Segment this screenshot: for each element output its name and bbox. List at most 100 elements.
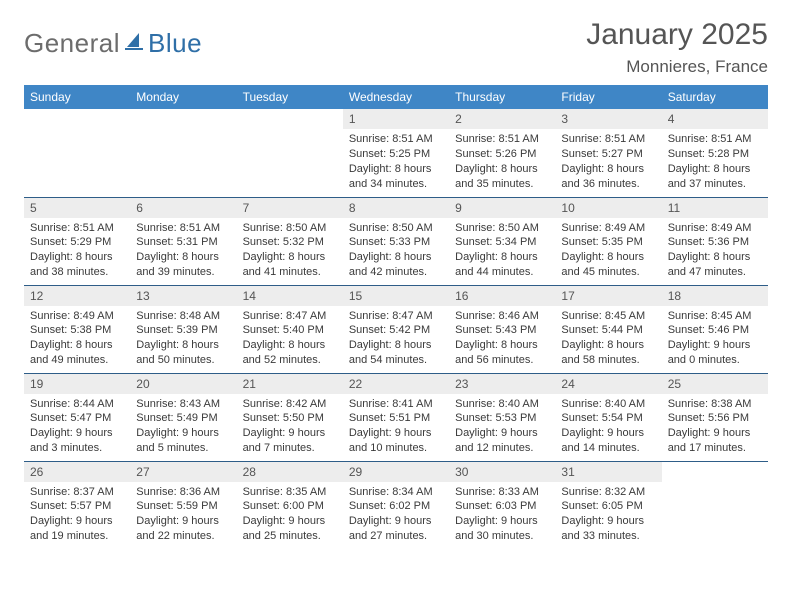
calendar-week-row: 26Sunrise: 8:37 AMSunset: 5:57 PMDayligh… [24,461,768,549]
sunset-line: Sunset: 5:40 PM [243,323,337,338]
daylight-line-2: and 39 minutes. [136,265,230,280]
daylight-line-2: and 7 minutes. [243,441,337,456]
daylight-line-1: Daylight: 8 hours [136,250,230,265]
day-content: Sunrise: 8:33 AMSunset: 6:03 PMDaylight:… [449,482,555,548]
daylight-line-2: and 22 minutes. [136,529,230,544]
calendar-header-row: SundayMondayTuesdayWednesdayThursdayFrid… [24,85,768,109]
calendar-day-cell: 2Sunrise: 8:51 AMSunset: 5:26 PMDaylight… [449,109,555,197]
calendar-day-cell [24,109,130,197]
daylight-line-1: Daylight: 9 hours [668,426,762,441]
weekday-header: Wednesday [343,85,449,109]
sunrise-line: Sunrise: 8:33 AM [455,485,549,500]
calendar-day-cell: 22Sunrise: 8:41 AMSunset: 5:51 PMDayligh… [343,373,449,461]
sunrise-line: Sunrise: 8:47 AM [349,309,443,324]
sunrise-line: Sunrise: 8:46 AM [455,309,549,324]
sunset-line: Sunset: 5:53 PM [455,411,549,426]
calendar-day-cell: 31Sunrise: 8:32 AMSunset: 6:05 PMDayligh… [555,461,661,549]
daylight-line-1: Daylight: 8 hours [349,162,443,177]
sunrise-line: Sunrise: 8:45 AM [561,309,655,324]
daylight-line-2: and 35 minutes. [455,177,549,192]
day-content: Sunrise: 8:45 AMSunset: 5:44 PMDaylight:… [555,306,661,372]
daylight-line-1: Daylight: 9 hours [243,514,337,529]
daylight-line-1: Daylight: 8 hours [455,162,549,177]
sunrise-line: Sunrise: 8:50 AM [455,221,549,236]
sunrise-line: Sunrise: 8:50 AM [243,221,337,236]
day-content: Sunrise: 8:50 AMSunset: 5:32 PMDaylight:… [237,218,343,284]
day-content: Sunrise: 8:36 AMSunset: 5:59 PMDaylight:… [130,482,236,548]
weekday-header: Tuesday [237,85,343,109]
sunrise-line: Sunrise: 8:37 AM [30,485,124,500]
daylight-line-1: Daylight: 8 hours [668,250,762,265]
daylight-line-1: Daylight: 8 hours [561,250,655,265]
sunset-line: Sunset: 5:29 PM [30,235,124,250]
sunrise-line: Sunrise: 8:44 AM [30,397,124,412]
day-number: 20 [130,374,236,394]
daylight-line-1: Daylight: 8 hours [455,250,549,265]
daylight-line-2: and 0 minutes. [668,353,762,368]
sunrise-line: Sunrise: 8:51 AM [30,221,124,236]
day-content: Sunrise: 8:51 AMSunset: 5:26 PMDaylight:… [449,129,555,195]
day-number: 14 [237,286,343,306]
sunrise-line: Sunrise: 8:40 AM [455,397,549,412]
weekday-header: Friday [555,85,661,109]
day-number: 30 [449,462,555,482]
day-content: Sunrise: 8:51 AMSunset: 5:29 PMDaylight:… [24,218,130,284]
sunrise-line: Sunrise: 8:51 AM [668,132,762,147]
day-content: Sunrise: 8:49 AMSunset: 5:36 PMDaylight:… [662,218,768,284]
sunrise-line: Sunrise: 8:34 AM [349,485,443,500]
daylight-line-2: and 50 minutes. [136,353,230,368]
sunrise-line: Sunrise: 8:42 AM [243,397,337,412]
calendar-day-cell: 30Sunrise: 8:33 AMSunset: 6:03 PMDayligh… [449,461,555,549]
sunset-line: Sunset: 5:34 PM [455,235,549,250]
day-content: Sunrise: 8:45 AMSunset: 5:46 PMDaylight:… [662,306,768,372]
sunrise-line: Sunrise: 8:49 AM [30,309,124,324]
sunrise-line: Sunrise: 8:40 AM [561,397,655,412]
calendar-day-cell: 1Sunrise: 8:51 AMSunset: 5:25 PMDaylight… [343,109,449,197]
sunset-line: Sunset: 5:57 PM [30,499,124,514]
calendar-day-cell: 13Sunrise: 8:48 AMSunset: 5:39 PMDayligh… [130,285,236,373]
calendar-day-cell: 15Sunrise: 8:47 AMSunset: 5:42 PMDayligh… [343,285,449,373]
sunset-line: Sunset: 5:42 PM [349,323,443,338]
day-content: Sunrise: 8:50 AMSunset: 5:33 PMDaylight:… [343,218,449,284]
day-content: Sunrise: 8:43 AMSunset: 5:49 PMDaylight:… [130,394,236,460]
sunrise-line: Sunrise: 8:45 AM [668,309,762,324]
day-number: 5 [24,198,130,218]
day-content: Sunrise: 8:42 AMSunset: 5:50 PMDaylight:… [237,394,343,460]
sunrise-line: Sunrise: 8:49 AM [668,221,762,236]
logo-sail-icon [123,31,145,56]
calendar-day-cell [237,109,343,197]
daylight-line-1: Daylight: 9 hours [561,514,655,529]
day-number: 3 [555,109,661,129]
daylight-line-1: Daylight: 9 hours [349,514,443,529]
calendar-page: General Blue January 2025 Monnieres, Fra… [0,0,792,612]
day-number: 29 [343,462,449,482]
daylight-line-2: and 30 minutes. [455,529,549,544]
daylight-line-2: and 44 minutes. [455,265,549,280]
sunrise-line: Sunrise: 8:47 AM [243,309,337,324]
day-content: Sunrise: 8:49 AMSunset: 5:35 PMDaylight:… [555,218,661,284]
day-number: 7 [237,198,343,218]
daylight-line-1: Daylight: 8 hours [668,162,762,177]
day-content: Sunrise: 8:38 AMSunset: 5:56 PMDaylight:… [662,394,768,460]
daylight-line-1: Daylight: 9 hours [243,426,337,441]
sunrise-line: Sunrise: 8:43 AM [136,397,230,412]
sunrise-line: Sunrise: 8:36 AM [136,485,230,500]
daylight-line-2: and 54 minutes. [349,353,443,368]
daylight-line-1: Daylight: 8 hours [561,162,655,177]
sunrise-line: Sunrise: 8:32 AM [561,485,655,500]
sunset-line: Sunset: 5:54 PM [561,411,655,426]
calendar-day-cell: 11Sunrise: 8:49 AMSunset: 5:36 PMDayligh… [662,197,768,285]
day-number: 13 [130,286,236,306]
sunrise-line: Sunrise: 8:51 AM [561,132,655,147]
day-number: 9 [449,198,555,218]
calendar-day-cell: 16Sunrise: 8:46 AMSunset: 5:43 PMDayligh… [449,285,555,373]
calendar-day-cell: 14Sunrise: 8:47 AMSunset: 5:40 PMDayligh… [237,285,343,373]
sunset-line: Sunset: 6:05 PM [561,499,655,514]
daylight-line-2: and 36 minutes. [561,177,655,192]
sunset-line: Sunset: 5:39 PM [136,323,230,338]
daylight-line-2: and 42 minutes. [349,265,443,280]
daylight-line-1: Daylight: 8 hours [455,338,549,353]
day-content: Sunrise: 8:47 AMSunset: 5:42 PMDaylight:… [343,306,449,372]
day-number: 21 [237,374,343,394]
sunrise-line: Sunrise: 8:41 AM [349,397,443,412]
